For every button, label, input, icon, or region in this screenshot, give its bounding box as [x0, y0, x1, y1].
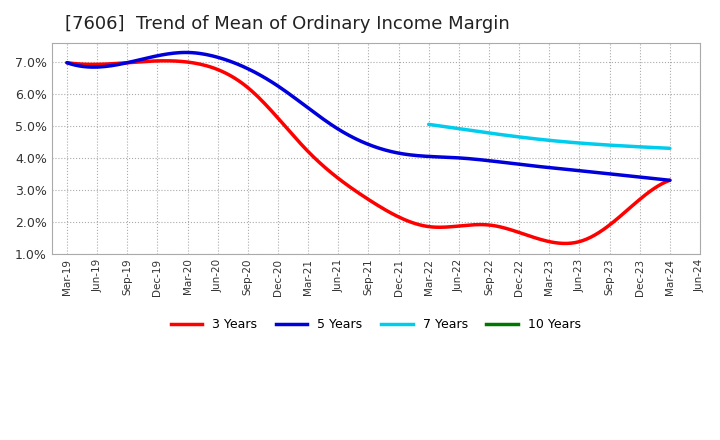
5 Years	[665, 178, 674, 183]
7 Years	[424, 122, 433, 127]
7 Years	[643, 145, 652, 150]
5 Years	[573, 168, 582, 173]
5 Years	[433, 154, 442, 160]
Line: 3 Years: 3 Years	[67, 61, 670, 243]
7 Years	[628, 144, 636, 149]
7 Years	[665, 146, 674, 151]
Line: 7 Years: 7 Years	[428, 125, 670, 148]
3 Years	[423, 224, 432, 229]
3 Years	[161, 58, 170, 63]
3 Years	[433, 224, 442, 230]
7 Years	[572, 140, 580, 145]
5 Years	[65, 61, 73, 66]
Text: [7606]  Trend of Mean of Ordinary Income Margin: [7606] Trend of Mean of Ordinary Income …	[65, 15, 510, 33]
5 Years	[63, 60, 71, 65]
5 Years	[611, 172, 620, 177]
Legend: 3 Years, 5 Years, 7 Years, 10 Years: 3 Years, 5 Years, 7 Years, 10 Years	[166, 313, 585, 336]
3 Years	[613, 216, 622, 221]
5 Years	[423, 154, 432, 159]
3 Years	[665, 178, 674, 183]
3 Years	[421, 224, 430, 229]
5 Years	[421, 154, 430, 159]
7 Years	[426, 122, 434, 127]
3 Years	[63, 60, 71, 65]
7 Years	[567, 140, 576, 145]
5 Years	[181, 50, 190, 55]
3 Years	[575, 239, 583, 244]
3 Years	[65, 60, 73, 66]
7 Years	[568, 140, 577, 145]
Line: 5 Years: 5 Years	[67, 52, 670, 180]
3 Years	[561, 241, 570, 246]
